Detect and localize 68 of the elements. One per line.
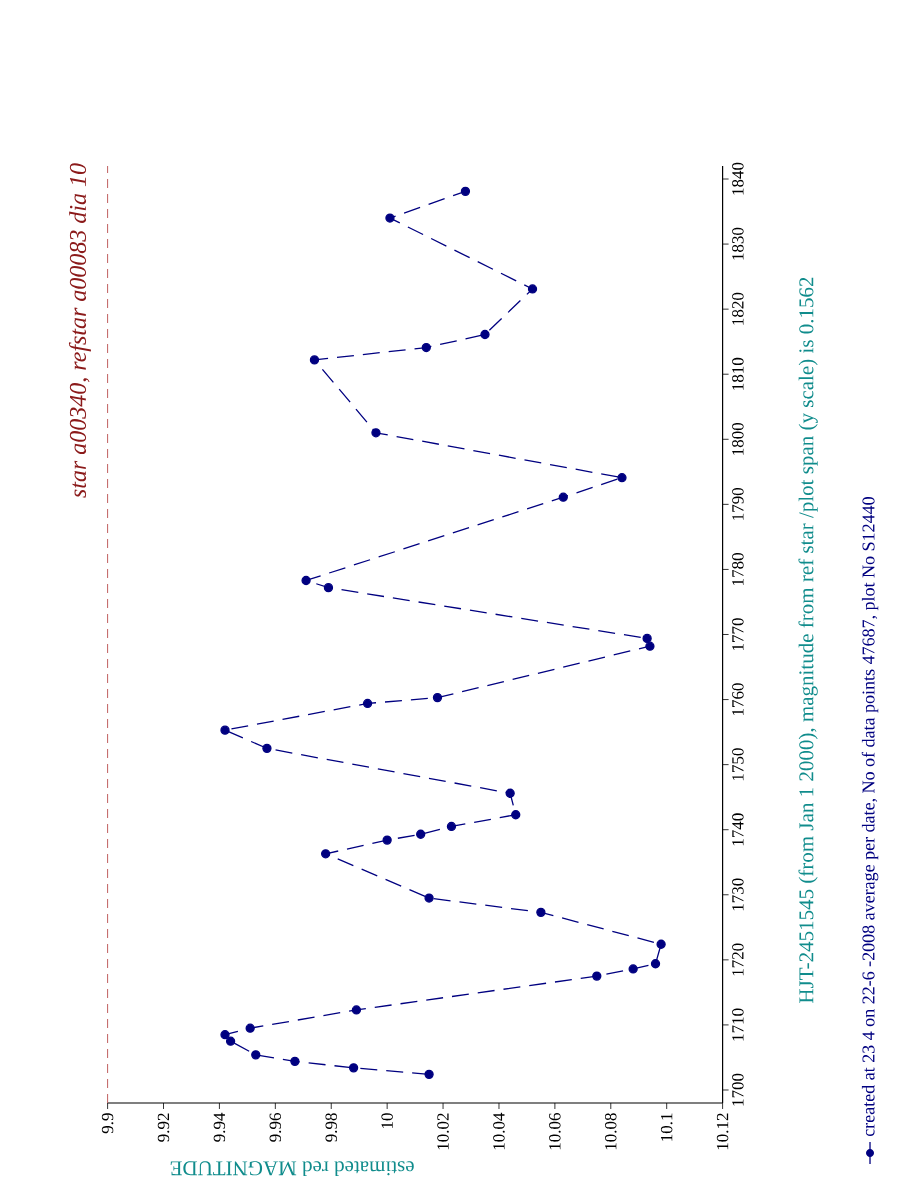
point <box>371 428 381 438</box>
point <box>351 1005 362 1015</box>
y-tick-label: 1830 <box>732 227 744 260</box>
point <box>416 829 426 839</box>
y-tick-label: 1820 <box>732 292 744 325</box>
point <box>650 959 661 969</box>
point <box>424 893 434 903</box>
point <box>656 939 666 949</box>
point <box>617 473 627 483</box>
x-tick-label: 10.12 <box>716 1113 729 1150</box>
point <box>628 964 638 974</box>
y-tick-label: 1700 <box>732 1073 744 1106</box>
point <box>642 633 652 644</box>
y-tick-label: 1750 <box>732 748 744 781</box>
point <box>225 1036 236 1046</box>
point <box>505 788 515 798</box>
x-tick-label: 10.1 <box>660 1113 673 1141</box>
y-axis-title: HJT-2451545 (from Jan 1 2000), magnitude from ref star /plot span (y scale) is 0.1562 <box>798 277 818 1004</box>
point <box>480 329 490 340</box>
x-tick-label: 9.96 <box>269 1113 282 1142</box>
point <box>323 583 334 593</box>
point <box>382 835 392 845</box>
point <box>511 810 521 820</box>
point <box>290 1056 300 1066</box>
point <box>220 1030 230 1040</box>
point <box>220 725 230 735</box>
point <box>536 907 546 917</box>
y-tick-label: 1720 <box>732 943 744 976</box>
x-tick-label: 9.98 <box>325 1113 338 1142</box>
text: created at 23 4 on 22-6 -2008 average per date, No of data points 47687, plot No S12440 <box>861 497 879 1137</box>
point <box>592 971 602 981</box>
y-tick-label: 1840 <box>732 162 744 195</box>
point <box>645 641 655 651</box>
point <box>527 284 538 294</box>
point <box>421 342 431 353</box>
point <box>558 492 568 502</box>
point <box>321 849 331 859</box>
y-tick-label: 1730 <box>732 878 744 911</box>
y-tick-label: 1770 <box>732 618 744 650</box>
point <box>245 1023 255 1033</box>
x-tick-label: 9.94 <box>213 1112 226 1142</box>
y-tick-label: 1800 <box>732 422 744 455</box>
point <box>432 692 443 703</box>
y-tick-label: 1740 <box>732 813 744 846</box>
point <box>301 575 311 586</box>
x-tick-label: 10.04 <box>493 1112 505 1150</box>
text: star a00340, refstar a00083 dia 10 <box>68 163 91 498</box>
x-axis-title: estimated red MAGNITUDE <box>170 1161 414 1176</box>
point <box>424 1069 434 1080</box>
point <box>262 743 272 754</box>
x-tick-label: 9.9 <box>101 1113 114 1134</box>
y-tick-label: 1810 <box>732 357 744 390</box>
x-tick-label: 10.06 <box>549 1113 561 1150</box>
point <box>385 213 395 223</box>
point <box>348 1063 359 1073</box>
point <box>362 698 373 709</box>
x-tick-label: 10 <box>381 1113 393 1129</box>
point <box>251 1050 261 1060</box>
point <box>446 821 457 832</box>
point <box>309 355 320 365</box>
point <box>460 186 471 197</box>
y-tick-label: 1760 <box>732 683 744 716</box>
y-tick-label: 1780 <box>732 553 744 585</box>
x-tick-label: 10.08 <box>605 1113 617 1150</box>
x-tick-label: 9.92 <box>157 1113 170 1142</box>
y-tick-label: 1790 <box>732 488 744 520</box>
y-tick-label: 1710 <box>732 1008 744 1041</box>
x-tick-label: 10.02 <box>437 1113 449 1150</box>
